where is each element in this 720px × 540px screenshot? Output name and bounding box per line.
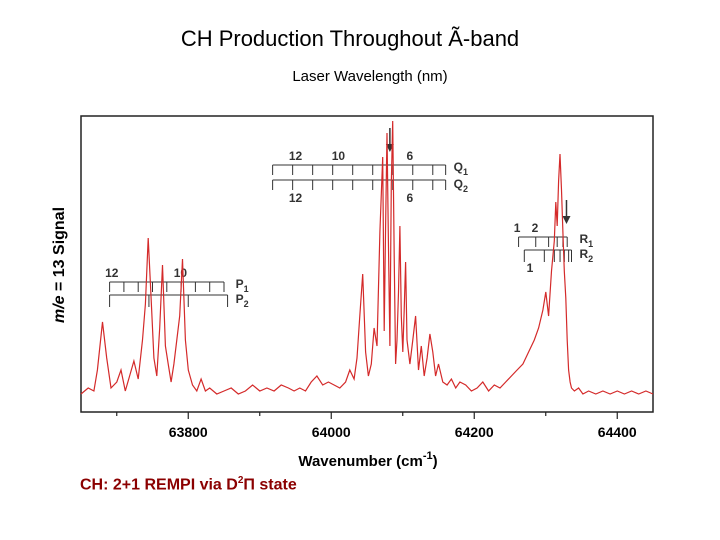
slide-title: CH Production Throughout Ã-band [180,26,520,51]
plot-frame [80,115,654,413]
top-axis-label: Laser Wavelength (nm) [292,68,447,85]
bottom-tick-group: 63800 64000 64200 64400 [116,412,637,440]
top-axis: Laser Wavelength (nm) 314313312311 [292,68,447,85]
caption: CH: 2+1 REMPI via D2Π state [80,475,297,494]
bracket-r-branch-label: R2 [579,247,593,264]
bracket-p-branch-sub: 2 [244,299,249,309]
bracket-p-upper-label: 10 [174,266,188,280]
bracket-q-branch-label: Q2 [454,177,468,194]
x-tick-label: 64200 [455,424,494,440]
x-tick-label: 64000 [312,424,351,440]
bracket-r-upper-label: 2 [532,221,539,235]
bracket-r-lower-label: 1 [527,261,534,275]
spectrum-line [80,120,654,395]
bracket-r-upper-label: 1 [514,221,521,235]
y-axis-label: m/e = 13 Signal [51,207,68,323]
bracket-q-lower-label: 6 [407,191,414,205]
bracket-q-branch-sub: 2 [463,184,468,194]
x-tick-label: 63800 [169,424,208,440]
peak-arrow-head [562,216,571,224]
bracket-q-upper-label: 12 [289,149,303,163]
bracket-q-lower-label: 12 [289,191,303,205]
bracket-q-branch-label: Q1 [454,160,468,177]
x-axis-label: Wavenumber (cm-1) [298,450,437,470]
bracket-r-branch-sub: 2 [588,254,593,264]
bracket-p-branch-sub: 1 [244,284,249,294]
bracket-p-upper-label: 12 [105,266,119,280]
bracket-q-upper-label: 6 [407,149,414,163]
bracket-r-branch-sub: 1 [588,239,593,249]
x-tick-label: 64400 [598,424,637,440]
bracket-q-branch-sub: 1 [463,167,468,177]
bracket-q-upper-label: 10 [332,149,346,163]
bracket-p-branch-label: P2 [236,292,249,309]
